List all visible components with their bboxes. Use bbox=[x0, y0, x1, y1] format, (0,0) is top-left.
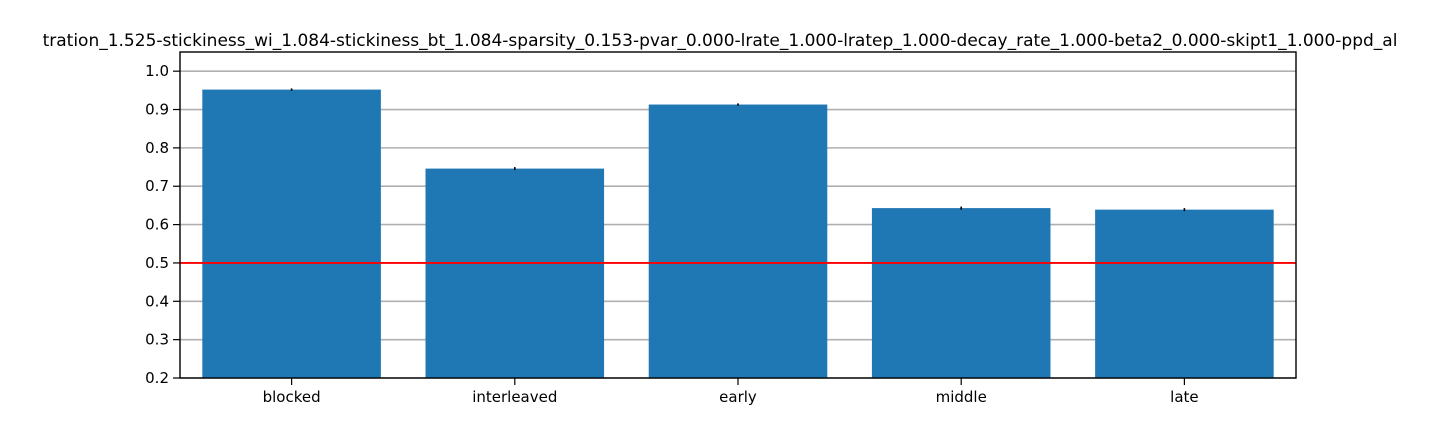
x-tick-label: blocked bbox=[263, 388, 321, 406]
bar-layer bbox=[202, 88, 1274, 379]
chart-title: tration_1.525-stickiness_wi_1.084-sticki… bbox=[43, 31, 1398, 51]
y-tick-label: 0.9 bbox=[145, 101, 169, 119]
y-tick-label: 0.2 bbox=[145, 369, 169, 387]
y-tick-label: 0.6 bbox=[145, 216, 169, 234]
x-tick-label: late bbox=[1170, 388, 1198, 406]
x-tick-label: early bbox=[719, 388, 757, 406]
y-tick-label: 0.4 bbox=[145, 292, 169, 310]
axis-layer: 0.2 0.3 0.4 0.5 0.6 0.7 0.8 0.9 1.0 blocked interl… bbox=[145, 62, 1199, 406]
y-tick-label: 0.8 bbox=[145, 139, 169, 157]
bar-interleaved bbox=[425, 168, 605, 378]
y-tick-label: 0.5 bbox=[145, 254, 169, 272]
y-tick-label: 0.7 bbox=[145, 177, 169, 195]
bar-early bbox=[648, 104, 828, 379]
y-tick-label: 0.3 bbox=[145, 331, 169, 349]
y-tick-label: 1.0 bbox=[145, 62, 169, 80]
bar-late bbox=[1095, 209, 1274, 378]
x-tick-label: interleaved bbox=[472, 388, 557, 406]
bar-middle bbox=[871, 208, 1051, 378]
x-tick-label: middle bbox=[936, 388, 987, 406]
bar-blocked bbox=[202, 89, 381, 379]
